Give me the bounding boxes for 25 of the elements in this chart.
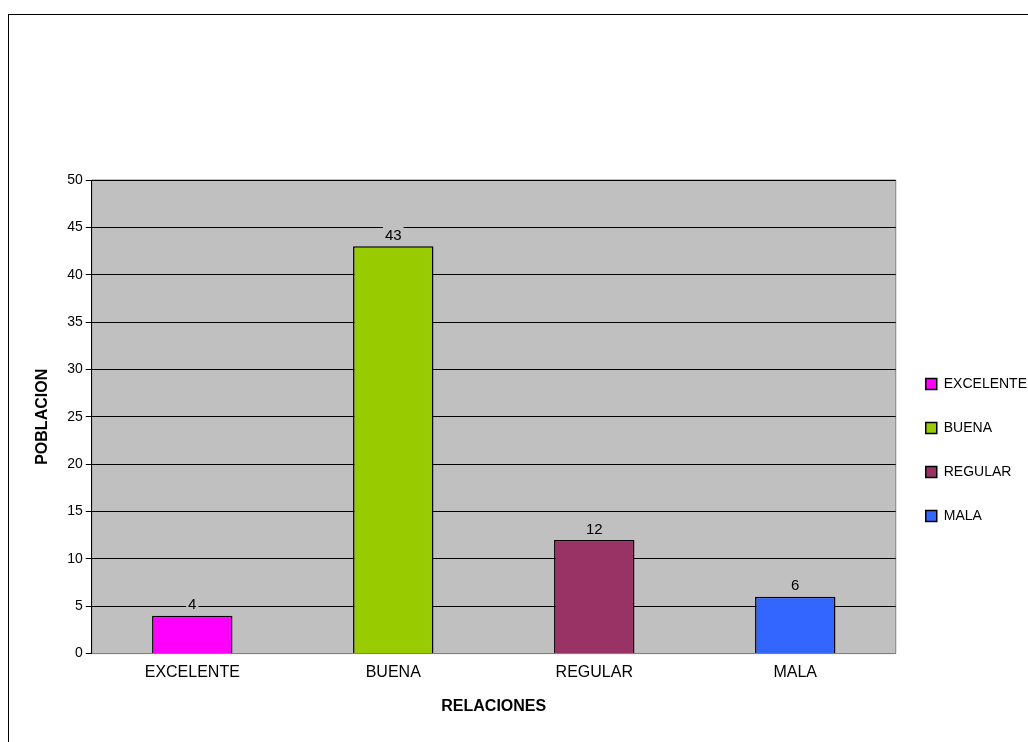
x-axis-title: RELACIONES	[441, 696, 547, 714]
x-tick-label: BUENA	[365, 662, 422, 680]
y-tick-label: 30	[67, 360, 83, 377]
data-label: 12	[585, 519, 603, 537]
y-tick-label: 40	[67, 265, 83, 282]
y-tick-label: 25	[67, 407, 83, 424]
x-tick-label: REGULAR	[555, 662, 633, 680]
y-tick-label: 0	[74, 644, 83, 661]
x-tick-label: EXCELENTE	[144, 662, 240, 680]
x-tick-label: MALA	[773, 662, 818, 680]
legend-label: REGULAR	[943, 462, 1012, 479]
legend-label: BUENA	[943, 418, 993, 435]
data-label: 43	[384, 225, 402, 243]
y-tick-label: 5	[74, 597, 83, 614]
y-tick-label: 45	[67, 218, 83, 235]
y-tick-label: 35	[67, 312, 83, 329]
legend-label: MALA	[943, 506, 983, 523]
y-tick-label: 15	[67, 502, 83, 519]
data-label: 6	[791, 576, 800, 594]
y-tick-label: 50	[67, 170, 83, 187]
data-label: 4	[188, 595, 197, 613]
y-tick-label: 10	[67, 549, 83, 566]
y-axis-title: POBLACION	[33, 368, 51, 465]
legend-label: EXCELENTE	[943, 374, 1027, 391]
y-tick-label: 20	[67, 455, 83, 472]
